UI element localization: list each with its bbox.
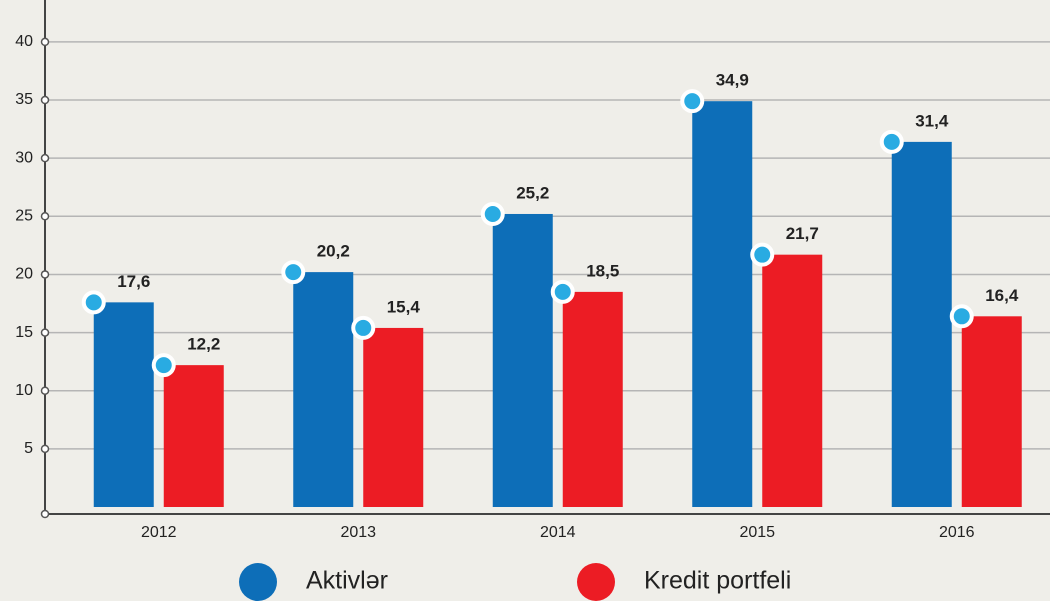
bar-dot <box>81 290 106 315</box>
y-tick-dot <box>40 212 50 221</box>
bar-dot <box>480 201 505 226</box>
value-label: 21,7 <box>786 224 819 243</box>
x-tick-label: 2014 <box>540 524 576 541</box>
bar-dot <box>550 279 575 304</box>
value-label: 16,4 <box>985 286 1019 305</box>
y-tick-dot <box>40 95 50 105</box>
bar <box>891 141 952 507</box>
y-tick-dot <box>40 153 50 163</box>
bar-dot <box>750 242 775 267</box>
bar <box>961 316 1022 507</box>
y-tick-label: 5 <box>24 440 33 457</box>
bar-dot <box>879 129 904 154</box>
y-tick-label: 15 <box>15 324 33 341</box>
y-tick-label: 35 <box>15 91 33 108</box>
y-tick-dot <box>40 328 50 337</box>
bar-dot <box>949 304 974 329</box>
value-label: 25,2 <box>516 183 549 202</box>
legend-label: Kredit portfeli <box>644 567 791 595</box>
y-tick-dot <box>40 270 50 279</box>
y-tick-dot <box>40 386 50 395</box>
x-tick-label: 2013 <box>340 524 376 541</box>
bar-dot <box>281 260 306 285</box>
y-tick-label: 10 <box>15 382 33 399</box>
bar <box>762 254 823 507</box>
value-label: 18,5 <box>586 261 619 280</box>
value-label: 20,2 <box>317 242 350 261</box>
bar <box>163 365 224 507</box>
bar <box>293 272 354 507</box>
axis-origin-dot <box>40 509 50 519</box>
value-label: 34,9 <box>716 71 749 90</box>
y-tick-label: 20 <box>15 266 33 283</box>
y-tick-label: 30 <box>15 149 33 166</box>
x-tick-label: 2015 <box>739 524 775 541</box>
x-tick-label: 2016 <box>939 524 975 541</box>
value-label: 15,4 <box>387 297 421 316</box>
legend-swatch <box>577 563 615 601</box>
bar-dot <box>351 315 376 340</box>
legend-label: Aktivlər <box>306 567 388 595</box>
value-label: 12,2 <box>187 335 220 354</box>
bar <box>363 327 424 507</box>
y-tick-dot <box>40 444 50 454</box>
bar <box>692 101 753 508</box>
y-tick-dot <box>40 37 50 47</box>
bar <box>492 213 553 507</box>
bar-dot <box>151 353 176 378</box>
legend-swatch <box>239 563 277 601</box>
bar <box>562 291 623 507</box>
y-tick-label: 40 <box>15 33 33 50</box>
x-tick-label: 2012 <box>141 524 177 541</box>
y-tick-label: 25 <box>15 208 33 225</box>
value-label: 17,6 <box>117 272 150 291</box>
value-label: 31,4 <box>915 111 949 130</box>
bar-dot <box>680 89 705 114</box>
bar <box>93 302 154 507</box>
